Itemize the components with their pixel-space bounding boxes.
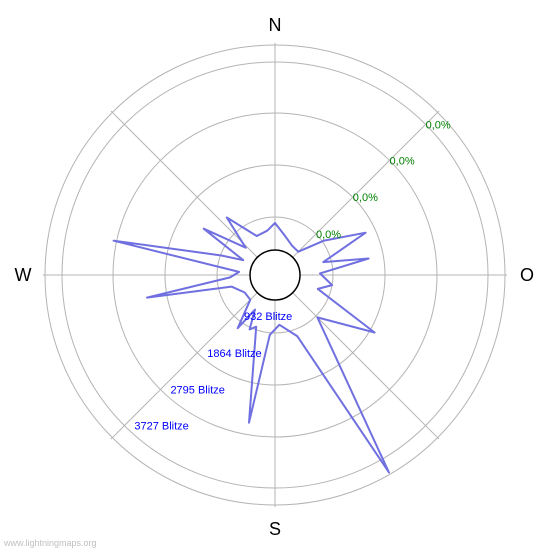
pct-label: 0,0% (353, 192, 378, 204)
count-label: 2795 Blitze (170, 385, 224, 397)
footer-attribution: www.lightningmaps.org (4, 538, 97, 548)
count-label: 1864 Blitze (207, 348, 261, 360)
pct-label: 0,0% (316, 229, 341, 241)
count-label: 932 Blitze (244, 311, 292, 323)
count-label: 3727 Blitze (134, 421, 188, 433)
pct-label: 0,0% (390, 155, 415, 167)
cardinal-n: N (269, 15, 282, 35)
pct-label: 0,0% (426, 119, 451, 131)
cardinal-s: S (269, 519, 281, 539)
cardinal-w: W (15, 265, 32, 285)
polar-chart: N S O W 0,0% 0,0% 0,0% 0,0% 932 Blitze 1864 Blitz… (0, 0, 550, 550)
cardinal-e: O (520, 265, 534, 285)
